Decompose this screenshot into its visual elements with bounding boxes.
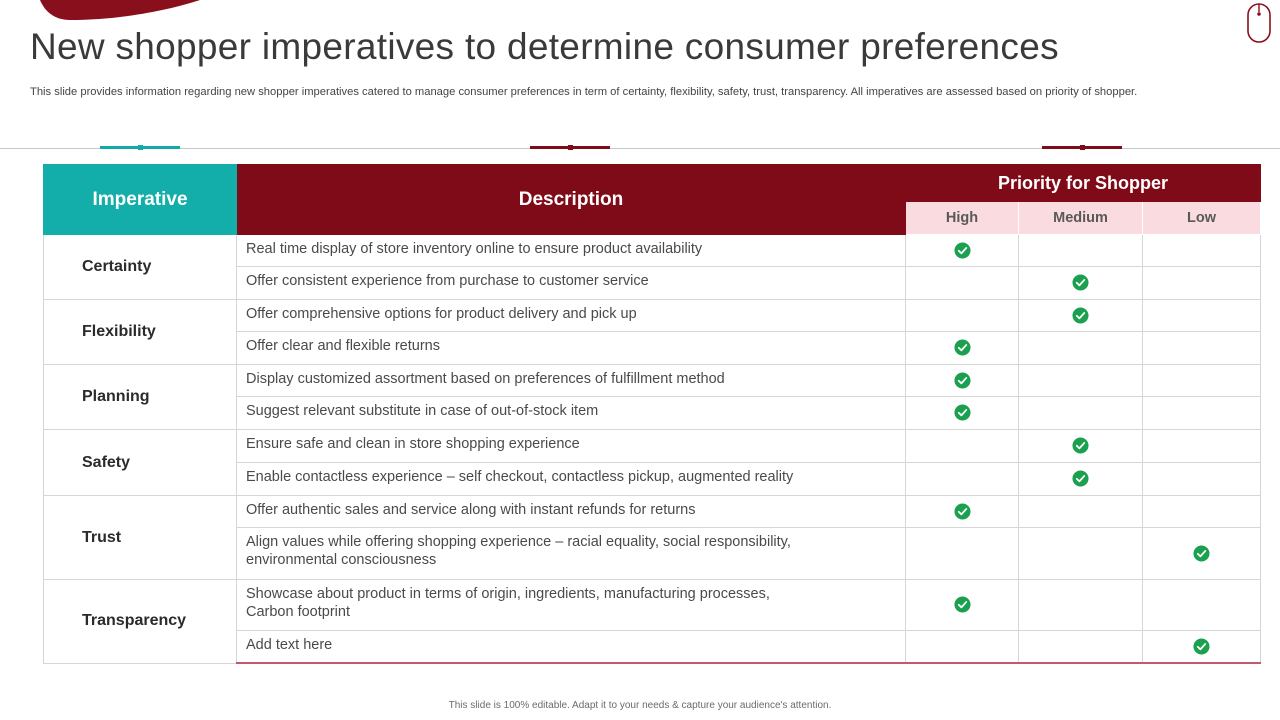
header-priority: Priority for Shopper (904, 164, 1262, 202)
imperative-name: Transparency (43, 579, 237, 664)
imperative-name: Safety (43, 429, 237, 496)
description-cell: Display customized assortment based on p… (236, 364, 906, 397)
imperative-name: Planning (43, 364, 237, 430)
header-imperative: Imperative (43, 164, 237, 235)
header-low: Low (1141, 201, 1262, 235)
priority-cell-high (905, 579, 1019, 631)
priority-cell-medium (1018, 495, 1143, 528)
priority-cell-medium (1018, 630, 1143, 664)
description-cell: Add text here (236, 630, 906, 664)
description-cell: Ensure safe and clean in store shopping … (236, 429, 906, 463)
priority-cell-high (905, 527, 1019, 580)
description-cell: Offer consistent experience from purchas… (236, 266, 906, 300)
divider-marker-teal (100, 145, 180, 150)
priority-cell-medium (1018, 462, 1143, 496)
check-circle-icon (1072, 274, 1089, 291)
imperatives-table: Imperative Description Priority for Shop… (43, 164, 1262, 664)
priority-cell-low (1141, 364, 1262, 397)
priority-cell-low (1141, 527, 1262, 580)
priority-cell-low (1141, 299, 1262, 332)
priority-cell-medium (1018, 234, 1143, 267)
page-subtitle: This slide provides information regardin… (30, 86, 1138, 98)
priority-cell-low (1141, 234, 1262, 267)
description-cell: Showcase about product in terms of origi… (236, 579, 906, 631)
priority-cell-medium (1018, 364, 1143, 397)
mouse-icon (1247, 3, 1271, 43)
priority-cell-low (1141, 630, 1262, 664)
check-circle-icon (953, 596, 971, 613)
decorative-swoosh (40, 0, 200, 20)
check-circle-icon (1193, 638, 1210, 655)
priority-cell-low (1141, 266, 1262, 300)
table-row: Safety Ensure safe and clean in store sho… (43, 429, 1262, 496)
priority-cell-medium (1018, 299, 1143, 332)
divider-marker-maroon (1042, 145, 1122, 150)
check-circle-icon (953, 372, 971, 389)
header-high: High (905, 201, 1019, 235)
table-row: Offer clear and flexible returns (44, 331, 1262, 365)
check-circle-icon (1072, 470, 1089, 487)
priority-cell-medium (1018, 266, 1143, 300)
priority-cell-low (1141, 462, 1262, 496)
priority-cell-high (905, 630, 1019, 664)
description-cell: Suggest relevant substitute in case of o… (236, 396, 906, 430)
footer-note: This slide is 100% editable. Adapt it to… (448, 700, 832, 711)
priority-cell-medium (1018, 396, 1143, 430)
priority-cell-low (1141, 429, 1262, 463)
priority-cell-high (905, 429, 1019, 463)
priority-cell-low (1141, 495, 1262, 528)
imperative-name: Trust (43, 495, 237, 580)
priority-cell-low (1141, 331, 1262, 365)
description-cell: Align values while offering shopping exp… (236, 527, 906, 580)
priority-cell-high (905, 462, 1019, 496)
table-row: Planning Display customized assortment ba… (43, 364, 1262, 430)
check-circle-icon (953, 404, 971, 421)
priority-cell-medium (1018, 331, 1143, 365)
table-row: Flexibility Offer comprehensive options f… (43, 299, 1262, 365)
priority-cell-medium (1018, 429, 1143, 463)
divider-marker-maroon (530, 145, 610, 150)
table-row: Enable contactless experience – self che… (44, 462, 1262, 496)
table-row: Add text here (44, 630, 1262, 664)
header-medium: Medium (1018, 201, 1143, 235)
page-title: New shopper imperatives to determine con… (30, 26, 1059, 67)
priority-cell-low (1141, 579, 1262, 631)
priority-cell-high (905, 364, 1019, 397)
table-body: Certainty Real time display of store inve… (43, 234, 1262, 664)
check-circle-icon (1193, 545, 1210, 562)
priority-cell-medium (1018, 579, 1143, 631)
table-row: Offer consistent experience from purchas… (44, 266, 1262, 300)
header-divider (0, 148, 1280, 149)
priority-cell-high (905, 234, 1019, 267)
priority-cell-high (905, 331, 1019, 365)
description-cell: Offer comprehensive options for product … (236, 299, 906, 332)
table-row: Transparency Showcase about product in te… (43, 579, 1262, 664)
check-circle-icon (1072, 307, 1089, 324)
check-circle-icon (953, 242, 971, 259)
description-cell: Real time display of store inventory onl… (236, 234, 906, 267)
check-circle-icon (953, 339, 971, 356)
priority-cell-high (905, 299, 1019, 332)
priority-cell-high (905, 396, 1019, 430)
description-cell: Enable contactless experience – self che… (236, 462, 906, 496)
imperative-name: Flexibility (43, 299, 237, 365)
header-description: Description (236, 164, 906, 235)
priority-cell-low (1141, 396, 1262, 430)
description-cell: Offer authentic sales and service along … (236, 495, 906, 528)
priority-cell-medium (1018, 527, 1143, 580)
check-circle-icon (1072, 437, 1089, 454)
table-row: Trust Offer authentic sales and service a… (43, 495, 1262, 580)
imperative-name: Certainty (43, 234, 237, 300)
priority-cell-high (905, 266, 1019, 300)
table-row: Suggest relevant substitute in case of o… (44, 396, 1262, 430)
description-cell: Offer clear and flexible returns (236, 331, 906, 365)
priority-cell-high (905, 495, 1019, 528)
check-circle-icon (953, 503, 971, 520)
table-row: Certainty Real time display of store inve… (43, 234, 1262, 300)
